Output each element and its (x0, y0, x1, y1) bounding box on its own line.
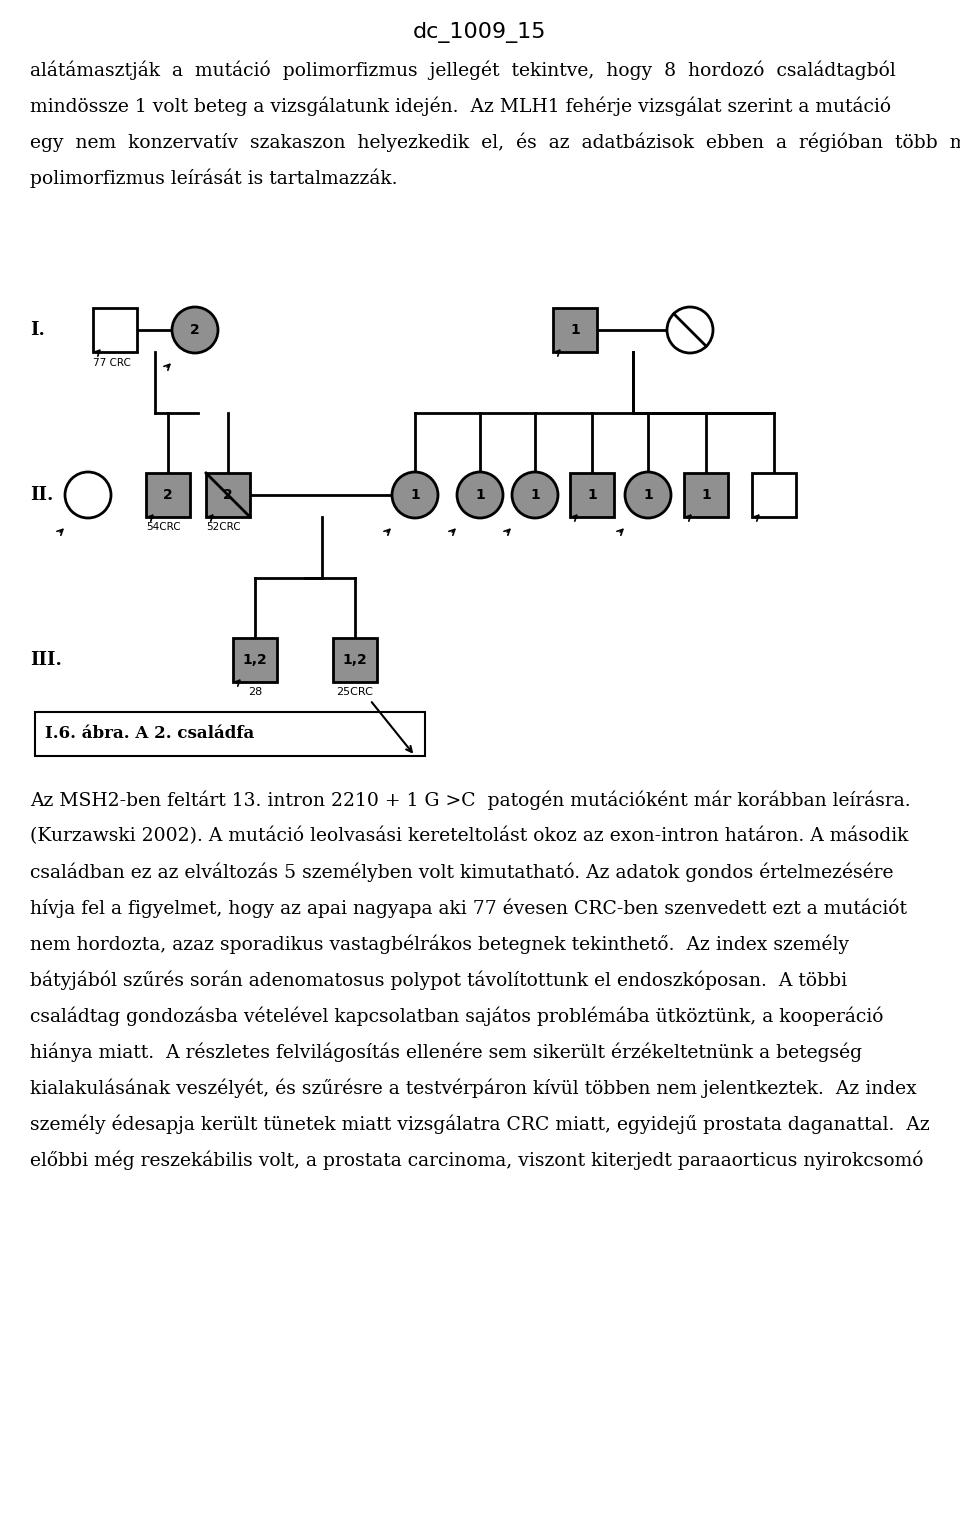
Text: nem hordozta, azaz sporadikus vastagbélrákos betegnek tekinthető.  Az index szem: nem hordozta, azaz sporadikus vastagbélr… (30, 935, 849, 955)
Text: 1: 1 (530, 487, 540, 501)
Text: 1,2: 1,2 (343, 653, 368, 667)
Text: 2: 2 (223, 487, 233, 501)
Text: családban ez az elváltozás 5 személyben volt kimutatható. Az adatok gondos értel: családban ez az elváltozás 5 személyben … (30, 863, 894, 883)
Text: II.: II. (30, 486, 54, 504)
Text: 52CRC: 52CRC (206, 523, 241, 532)
Text: I.6. ábra. A 2. családfa: I.6. ábra. A 2. családfa (45, 725, 254, 742)
Text: családtag gondozásba vételével kapcsolatban sajátos problémába ütköztünk, a koop: családtag gondozásba vételével kapcsolat… (30, 1007, 883, 1027)
Bar (570, 474, 614, 517)
Text: hiánya miatt.  A részletes felvilágosítás ellenére sem sikerült érzékeltetnünk a: hiánya miatt. A részletes felvilágosítás… (30, 1042, 862, 1062)
Text: személy édesapja került tünetek miatt vizsgálatra CRC miatt, egyidejű prostata d: személy édesapja került tünetek miatt vi… (30, 1114, 929, 1134)
Text: 1: 1 (701, 487, 710, 501)
Text: 1: 1 (475, 487, 485, 501)
Text: 1: 1 (588, 487, 597, 501)
Text: Az MSH2-ben feltárt 13. intron 2210 + 1 G >C  patogén mutációként már korábban l: Az MSH2-ben feltárt 13. intron 2210 + 1 … (30, 791, 911, 811)
Bar (35, 711, 425, 756)
Text: előbbi még reszekábilis volt, a prostata carcinoma, viszont kiterjedt paraaortic: előbbi még reszekábilis volt, a prostata… (30, 1151, 924, 1171)
Text: 2: 2 (163, 487, 173, 501)
Bar (93, 308, 137, 353)
Text: 28: 28 (248, 687, 262, 698)
Text: hívja fel a figyelmet, hogy az apai nagyapa aki 77 évesen CRC-ben szenvedett ezt: hívja fel a figyelmet, hogy az apai nagy… (30, 898, 907, 918)
Bar (206, 474, 250, 517)
Text: (Kurzawski 2002). A mutáció leolvasási kereteltolást okoz az exon-intron határon: (Kurzawski 2002). A mutáció leolvasási k… (30, 826, 908, 845)
Text: 77 CRC: 77 CRC (93, 359, 131, 368)
Text: III.: III. (30, 652, 61, 668)
Bar (752, 474, 796, 517)
Circle shape (172, 307, 218, 353)
Text: polimorfizmus leírását is tartalmazzák.: polimorfizmus leírását is tartalmazzák. (30, 169, 397, 187)
Text: mindössze 1 volt beteg a vizsgálatunk idején.  Az MLH1 fehérje vizsgálat szerint: mindössze 1 volt beteg a vizsgálatunk id… (30, 97, 891, 115)
Circle shape (392, 472, 438, 518)
Text: alátámasztják  a  mutáció  polimorfizmus  jellegét  tekintve,  hogy  8  hordozó : alátámasztják a mutáció polimorfizmus je… (30, 60, 896, 80)
Text: egy  nem  konzervatív  szakaszon  helyezkedik  el,  és  az  adatbázisok  ebben  : egy nem konzervatív szakaszon helyezkedi… (30, 132, 960, 152)
Text: I.: I. (30, 320, 45, 339)
Text: 2: 2 (190, 323, 200, 337)
Bar (553, 308, 597, 353)
Circle shape (457, 472, 503, 518)
Text: 1: 1 (643, 487, 653, 501)
Bar (684, 474, 728, 517)
Bar (146, 474, 190, 517)
Bar (233, 638, 277, 682)
Text: 25CRC: 25CRC (337, 687, 373, 698)
Text: dc_1009_15: dc_1009_15 (413, 21, 547, 43)
Bar (333, 638, 377, 682)
Circle shape (625, 472, 671, 518)
Text: 54CRC: 54CRC (146, 523, 180, 532)
Circle shape (667, 307, 713, 353)
Text: 1: 1 (410, 487, 420, 501)
Circle shape (512, 472, 558, 518)
Text: kialakulásának veszélyét, és szűrésre a testvérpáron kívül többen nem jelentkezt: kialakulásának veszélyét, és szűrésre a … (30, 1079, 917, 1099)
Text: 1,2: 1,2 (243, 653, 268, 667)
Circle shape (65, 472, 111, 518)
Text: bátyjából szűrés során adenomatosus polypot távolítottunk el endoszkóposan.  A t: bátyjából szűrés során adenomatosus poly… (30, 970, 847, 990)
Text: 1: 1 (570, 323, 580, 337)
